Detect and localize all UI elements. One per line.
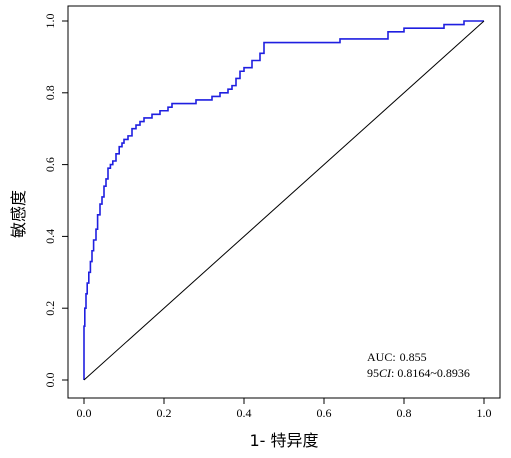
plot-border: [67, 5, 501, 399]
plot-frame: [67, 5, 501, 399]
y-tick-label: 0.4: [43, 229, 57, 244]
y-tick-label: 0.6: [43, 157, 57, 172]
ci-annotation: 95CI: 0.8164~0.8936: [367, 366, 470, 380]
x-tick-label: 0.6: [317, 406, 332, 420]
y-tick-label: 1.0: [43, 14, 57, 29]
auc-annotation: AUC: 0.855: [367, 350, 427, 364]
x-tick-label: 0.8: [397, 406, 412, 420]
reference-diagonal-line: [83, 20, 485, 381]
chart-lines: [83, 20, 485, 381]
y-tick-label: 0.0: [43, 373, 57, 388]
auc-value: 0.855: [400, 350, 427, 364]
x-tick-label: 0.4: [237, 406, 252, 420]
x-axis-ticks: 0.0 0.2 0.4 0.6 0.8 1.0: [77, 398, 492, 420]
auc-label: AUC:: [367, 350, 396, 364]
y-tick-label: 0.2: [43, 301, 57, 316]
x-tick-label: 0.2: [157, 406, 172, 420]
y-axis-ticks: 0.0 0.2 0.4 0.6 0.8 1.0: [43, 14, 68, 388]
roc-curve: [83, 20, 484, 380]
ci-prefix: 95: [367, 366, 379, 380]
y-axis-title: 敏感度: [9, 190, 28, 238]
x-tick-label: 1.0: [477, 406, 492, 420]
x-axis-title: 1- 特异度: [249, 431, 318, 450]
y-tick-label: 0.8: [43, 85, 57, 100]
x-tick-label: 0.0: [77, 406, 92, 420]
ci-value: : 0.8164~0.8936: [391, 366, 470, 380]
ci-italic: CI: [379, 366, 392, 380]
